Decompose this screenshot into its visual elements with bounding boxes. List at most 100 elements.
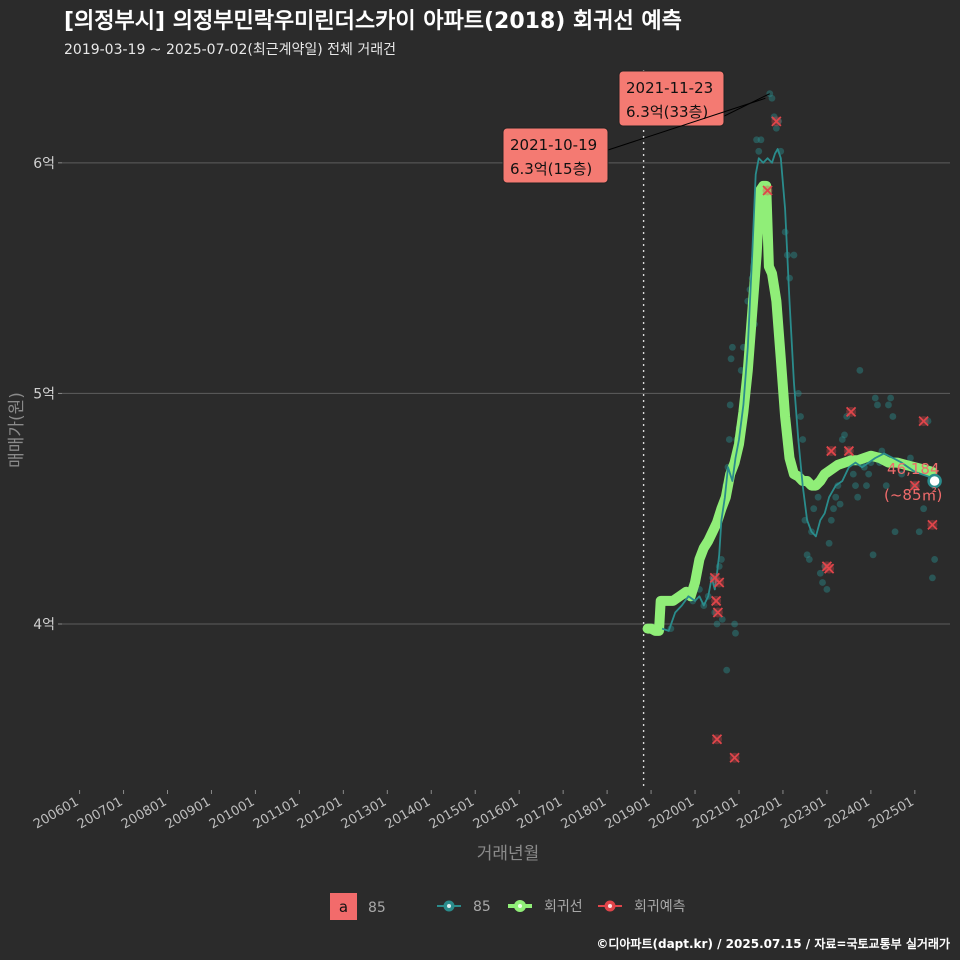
- legend-entry: 회귀선: [508, 899, 583, 915]
- legend-label-box-text: 85: [368, 900, 386, 916]
- scatter-point: [891, 528, 899, 536]
- callout: 2021-10-19 6.3억(15층): [502, 97, 766, 184]
- scatter-point: [814, 493, 822, 501]
- scatter-point: [929, 574, 936, 582]
- legend: a 85 85 회귀선 회귀예측: [330, 893, 686, 920]
- prediction-marker-cross: [771, 116, 782, 127]
- legend-entry-label: 회귀예측: [634, 899, 686, 915]
- prediction-marker-cross: [909, 480, 920, 491]
- series-lines: [642, 148, 938, 636]
- scatter-point: [827, 516, 835, 524]
- prediction-marker: [909, 480, 920, 491]
- scatter-point: [805, 556, 813, 563]
- x-tick-label: 202401: [822, 794, 872, 832]
- x-tick-label: 201201: [295, 794, 345, 832]
- prediction-marker-cross: [927, 519, 938, 530]
- scatter-point: [852, 482, 859, 490]
- x-tick-label: 200901: [163, 794, 213, 832]
- prediction-marker: [710, 595, 722, 607]
- prediction-marker-cross: [762, 185, 773, 196]
- prediction-marker: [843, 445, 855, 457]
- y-tick-label: 5억: [33, 386, 55, 402]
- scatter-point: [865, 470, 873, 478]
- scatter-point: [768, 94, 776, 102]
- legend-label-box-letter: a: [339, 898, 348, 916]
- callout-date: 2021-11-23: [626, 79, 713, 97]
- scatter-point: [713, 620, 721, 628]
- scatter-point: [816, 569, 824, 577]
- prediction-marker-cross: [712, 607, 724, 618]
- prediction-marker-cross: [843, 445, 855, 457]
- legend-entry: 85: [437, 899, 491, 915]
- scatter-point: [794, 390, 802, 397]
- scatter-point: [854, 493, 862, 501]
- y-tick-label: 6억: [33, 156, 55, 172]
- legend-entries: 85 회귀선 회귀예측: [437, 899, 686, 915]
- y-tick-label: 4억: [33, 617, 55, 633]
- scatter-point: [889, 413, 897, 420]
- prediction-marker: [712, 607, 724, 618]
- move-in-marker: 입주: [636, 70, 651, 790]
- end-label-price: 46,184: [887, 460, 940, 478]
- legend-entry-label: 85: [473, 899, 491, 915]
- grid: [62, 162, 950, 625]
- callout-value: 6.3억(33층): [626, 103, 708, 121]
- scatter-point: [790, 251, 798, 259]
- scatter-point: [819, 579, 826, 586]
- x-tick-label: 202101: [691, 794, 741, 832]
- x-tick-label: 202301: [778, 794, 828, 832]
- scatter-point: [838, 436, 846, 443]
- scatter-point: [803, 551, 811, 559]
- legend-swatch-core: [518, 904, 522, 908]
- prediction-marker-cross: [714, 577, 725, 588]
- legend-label-box: [330, 893, 357, 920]
- prediction-marker: [823, 563, 835, 574]
- scatter-point: [920, 505, 928, 513]
- scatter-point: [757, 136, 765, 144]
- chart-title: [의정부시] 의정부민락우미린더스카이 아파트(2018) 회귀선 예측: [64, 9, 682, 34]
- prediction-marker: [729, 752, 740, 763]
- x-tick-label: 201001: [207, 794, 257, 832]
- scatter-point: [786, 274, 793, 282]
- scatter-point: [882, 482, 890, 490]
- scatter-point: [885, 401, 892, 409]
- latest-point: [927, 473, 942, 489]
- prediction-marker: [845, 406, 857, 417]
- callout-box: [618, 70, 725, 127]
- scatter-point: [887, 394, 895, 402]
- chart-caption: ©디아파트(dapt.kr) / 2025.07.15 / 자료=국토교통부 실…: [596, 936, 950, 951]
- scatter-point: [823, 586, 831, 593]
- scatter-point: [832, 493, 840, 501]
- prediction-marker-cross: [710, 595, 722, 607]
- scatter-point: [931, 556, 939, 563]
- scatter-point: [727, 355, 735, 363]
- scatter-point: [726, 401, 734, 409]
- scatter-point: [772, 124, 780, 132]
- y-axis: 4억 5억 6억: [33, 156, 62, 633]
- scatter-point: [898, 470, 906, 478]
- scatter-point: [874, 401, 881, 409]
- scatter-point: [810, 505, 818, 513]
- x-tick-label: 201601: [471, 794, 521, 832]
- x-axis: 2006012007012008012009012010012011012012…: [31, 790, 917, 832]
- x-tick-label: 200701: [75, 794, 125, 832]
- legend-swatch-core: [447, 904, 451, 908]
- scatter-point: [825, 539, 833, 547]
- prediction-marker: [714, 577, 725, 588]
- scatter-point: [731, 620, 738, 628]
- legend-entry-label: 회귀선: [544, 899, 583, 915]
- x-tick-label: 202501: [866, 794, 916, 832]
- scatter-point: [915, 528, 923, 536]
- scatter-point: [728, 343, 736, 351]
- callout-connector: [607, 97, 766, 151]
- prediction-marker: [711, 734, 723, 745]
- scatter-point: [799, 436, 807, 443]
- x-tick-label: 201501: [427, 794, 477, 832]
- prediction-marker-cross: [918, 415, 929, 427]
- scatter-point: [849, 470, 857, 478]
- scatter-point: [856, 366, 864, 374]
- x-tick-label: 202201: [734, 794, 784, 832]
- prediction-marker-cross: [729, 752, 740, 763]
- callouts: 2021-11-23 6.3억(33층) 2021-10-19 6.3억(15층): [502, 70, 770, 184]
- scatter-point: [723, 666, 731, 674]
